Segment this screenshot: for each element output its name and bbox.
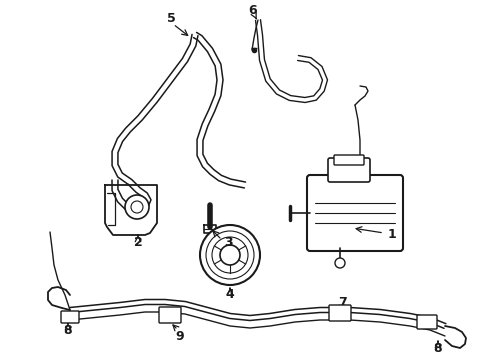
FancyBboxPatch shape [328, 158, 370, 182]
Text: 3: 3 [224, 235, 232, 248]
Text: 8: 8 [434, 342, 442, 355]
Text: 7: 7 [338, 296, 346, 309]
Circle shape [335, 258, 345, 268]
FancyBboxPatch shape [159, 307, 181, 323]
FancyBboxPatch shape [334, 155, 364, 165]
Text: 9: 9 [176, 329, 184, 342]
FancyBboxPatch shape [329, 305, 351, 321]
Text: 1: 1 [388, 229, 396, 242]
Text: 6: 6 [249, 4, 257, 17]
Text: 5: 5 [167, 12, 175, 24]
Text: 4: 4 [225, 288, 234, 302]
Circle shape [206, 231, 254, 279]
Circle shape [220, 245, 240, 265]
Circle shape [200, 225, 260, 285]
Circle shape [125, 195, 149, 219]
Circle shape [212, 237, 248, 273]
FancyBboxPatch shape [417, 315, 437, 329]
Text: 8: 8 [64, 324, 73, 337]
Circle shape [131, 201, 143, 213]
Text: 2: 2 [134, 235, 143, 248]
FancyBboxPatch shape [307, 175, 403, 251]
FancyBboxPatch shape [61, 311, 79, 323]
